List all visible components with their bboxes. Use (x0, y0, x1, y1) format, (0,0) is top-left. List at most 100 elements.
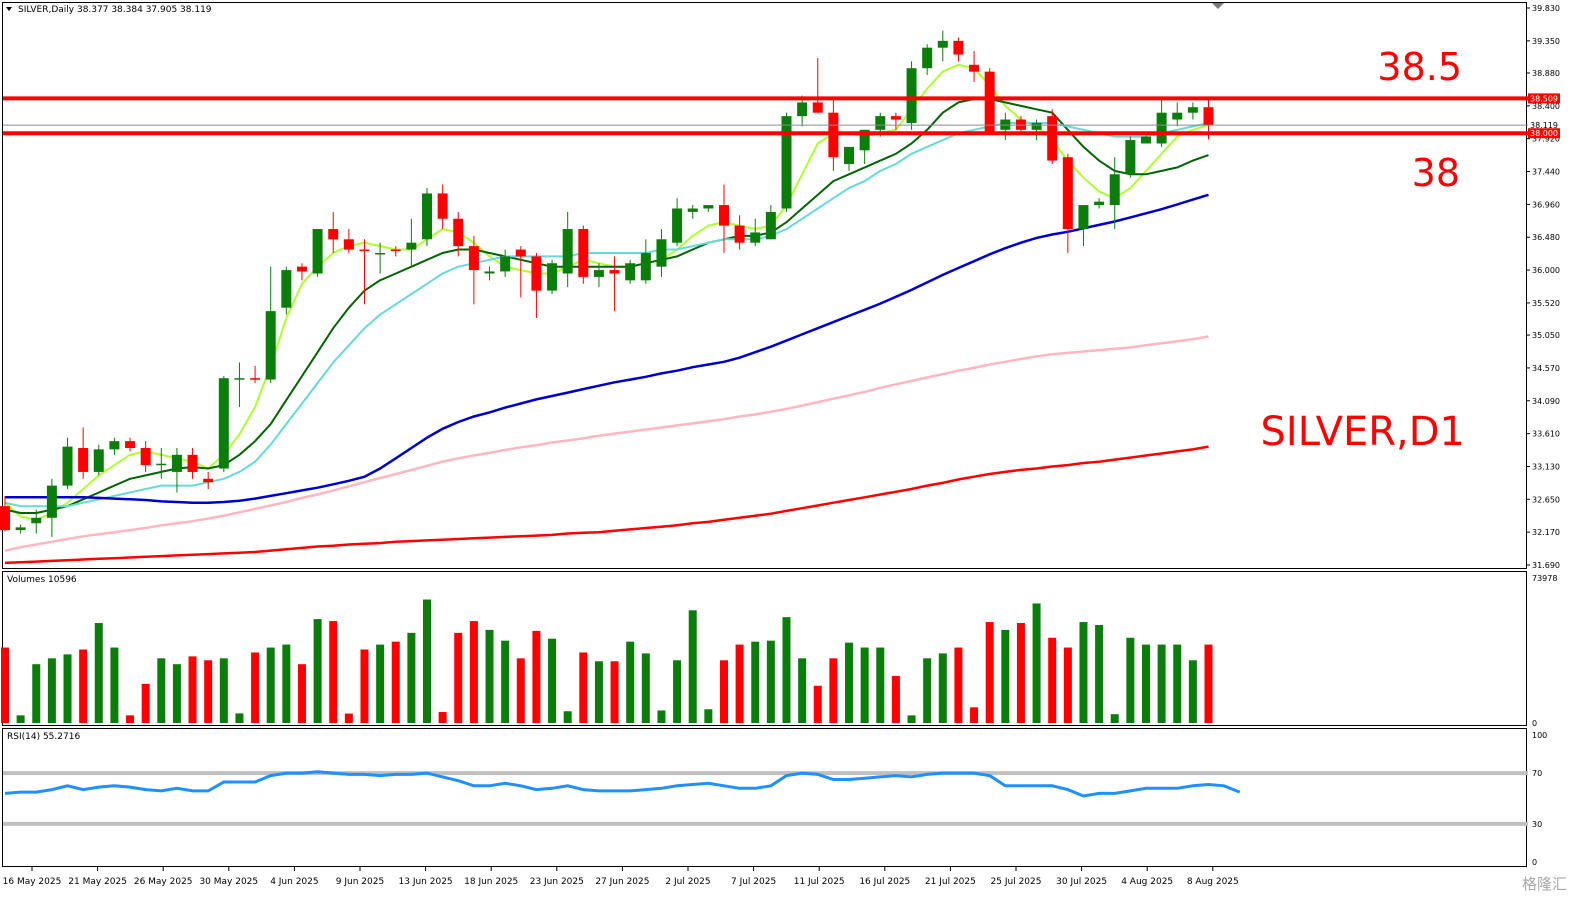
level-high-annotation: 38.5 (1377, 45, 1462, 89)
volume-bar (204, 660, 213, 723)
ma_red-line (4, 445, 1209, 565)
candle-body (484, 271, 495, 274)
chart-shift-marker[interactable] (1212, 3, 1224, 9)
time-tick-label: 13 Jun 2025 (399, 877, 453, 887)
volume-bar (32, 664, 41, 723)
candle-body (937, 40, 948, 48)
candle-body (328, 229, 339, 240)
volume-pane-label: Volumes 10596 (7, 575, 77, 585)
volume-bar (579, 652, 588, 723)
candle-body (875, 116, 886, 130)
price-tick-label: 33.610 (1532, 430, 1560, 439)
ma_blue-line (5, 193, 1209, 504)
time-tick-label: 23 Jun 2025 (530, 877, 584, 887)
volume-bar (970, 707, 979, 723)
rsi-tick-label: 100 (1532, 731, 1547, 740)
candle-body (156, 463, 167, 466)
volume-bar (532, 630, 541, 723)
time-axis: 16 May 2025 21 May 2025 26 May 2025 30 May … (3, 867, 1239, 887)
price-tick-label: 37.920 (1532, 135, 1560, 144)
price-tick-label: 36.480 (1532, 233, 1560, 242)
price-tick-label: 32.650 (1532, 495, 1560, 504)
volume-bar (329, 621, 338, 723)
candle-body (93, 449, 104, 472)
candle-body (31, 517, 42, 524)
rsi-tick-label: 30 (1532, 820, 1542, 829)
volume-bar (891, 675, 900, 723)
volume-bar (673, 660, 682, 723)
candle-body (78, 447, 89, 472)
ma_mid-line (4, 98, 1209, 514)
volume-bar (485, 629, 494, 723)
candle-body (1187, 107, 1198, 113)
price-tick-label: 37.440 (1532, 168, 1560, 177)
volume-bar (688, 610, 697, 723)
price-tick-label: 36.000 (1532, 266, 1560, 275)
candle-body (859, 129, 870, 151)
candle-body (1109, 174, 1120, 206)
candle-body (265, 311, 276, 380)
volume-bar (469, 621, 478, 723)
price-axis: 39.830 39.350 38.880 38.400 37.920 37.440 36.9… (1526, 4, 1560, 570)
time-tick-label: 2 Jul 2025 (665, 877, 710, 887)
candle-body (718, 205, 729, 226)
volume-tick-label: 0 (1532, 719, 1537, 728)
candle-body (312, 229, 323, 274)
candles (0, 30, 1214, 537)
price-tick-label: 32.170 (1532, 528, 1560, 537)
candle-body (1062, 157, 1073, 230)
moving-averages (4, 63, 1209, 565)
rsi-tick-label: 70 (1532, 769, 1542, 778)
volume-bar (907, 715, 916, 723)
candle-body (46, 485, 57, 518)
candle-body (203, 478, 214, 483)
volume-bar (47, 658, 56, 723)
candle-body (218, 378, 229, 469)
volume-bar (985, 622, 994, 723)
volume-bar (423, 599, 432, 723)
volume-bar (782, 617, 791, 723)
candle-body (250, 378, 261, 380)
volume-bar (188, 656, 197, 723)
volume-bar (719, 660, 728, 723)
volume-bar (829, 658, 838, 723)
time-tick-label: 25 Jul 2025 (991, 877, 1042, 887)
volume-bar (157, 658, 166, 723)
candle-body (375, 252, 386, 255)
candle-body (687, 208, 698, 212)
ma_pink-line (4, 335, 1209, 552)
rsi-indicator: 100 70 30 0 (3, 731, 1547, 867)
main-pane-frame (2, 2, 1527, 569)
candle-body (390, 249, 401, 252)
time-tick-label: 4 Jun 2025 (270, 877, 318, 887)
candle-body (562, 229, 573, 274)
volume-bars: 73978 0 (1, 574, 1557, 728)
volume-bar (610, 661, 619, 723)
candle-body (1203, 107, 1214, 126)
watermark-logo: 格隆汇 (1521, 875, 1567, 893)
candle-body (734, 225, 745, 243)
candle-body (984, 71, 995, 134)
volume-bar (813, 685, 822, 723)
time-tick-label: 4 Aug 2025 (1121, 877, 1173, 887)
candle-body (1031, 122, 1042, 130)
candle-body (437, 193, 448, 219)
volume-bar (876, 647, 885, 723)
price-tick-label: 36.960 (1532, 200, 1560, 209)
candle-body (844, 146, 855, 165)
volume-bar (938, 653, 947, 723)
volume-bar (1048, 637, 1057, 723)
volume-bar (704, 709, 713, 723)
level-low-annotation: 38 (1412, 151, 1460, 195)
volume-bar (1173, 644, 1182, 723)
candle-body (453, 218, 464, 247)
horizontal-levels[interactable] (3, 96, 1528, 136)
volume-bar (860, 647, 869, 723)
candle-body (593, 270, 604, 277)
rsi-pane-label: RSI(14) 55.2716 (7, 732, 80, 742)
volume-bar (594, 661, 603, 723)
time-tick-label: 16 May 2025 (3, 877, 62, 887)
candle-body (890, 116, 901, 120)
